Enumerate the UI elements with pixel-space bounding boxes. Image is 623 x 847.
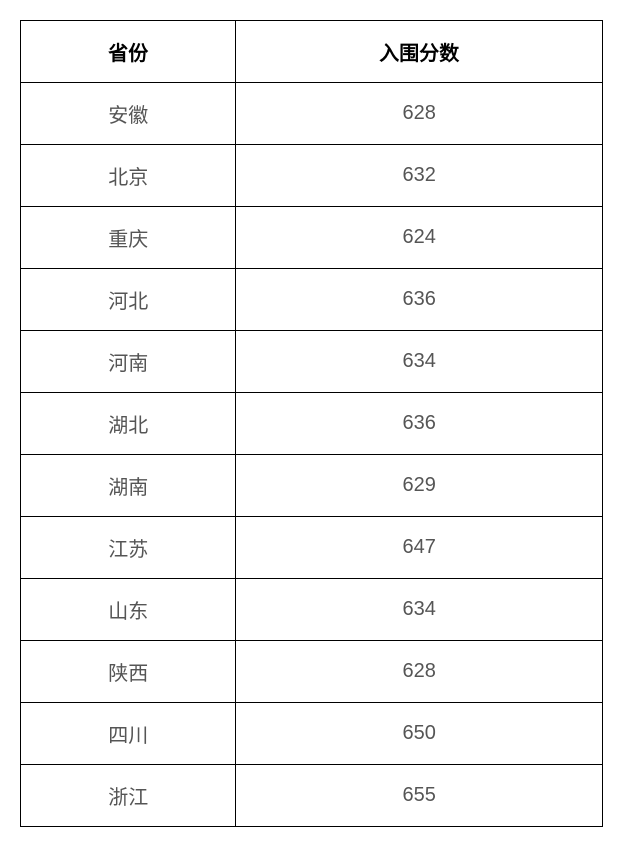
table-row: 安徽 628 [21, 83, 603, 145]
table-row: 四川 650 [21, 703, 603, 765]
cell-score: 647 [236, 517, 603, 579]
table-row: 北京 632 [21, 145, 603, 207]
cell-score: 628 [236, 641, 603, 703]
cell-score: 628 [236, 83, 603, 145]
cell-score: 650 [236, 703, 603, 765]
cell-score: 634 [236, 579, 603, 641]
cell-province: 陕西 [21, 641, 236, 703]
cell-score: 634 [236, 331, 603, 393]
cell-province: 四川 [21, 703, 236, 765]
table-header-row: 省份 入围分数 [21, 21, 603, 83]
cell-province: 浙江 [21, 765, 236, 827]
table-row: 河南 634 [21, 331, 603, 393]
cell-province: 安徽 [21, 83, 236, 145]
col-header-score: 入围分数 [236, 21, 603, 83]
cell-province: 河南 [21, 331, 236, 393]
cell-score: 655 [236, 765, 603, 827]
table-row: 浙江 655 [21, 765, 603, 827]
score-table: 省份 入围分数 安徽 628 北京 632 重庆 624 河北 636 河南 6… [20, 20, 603, 827]
table-row: 江苏 647 [21, 517, 603, 579]
cell-score: 624 [236, 207, 603, 269]
cell-score: 636 [236, 269, 603, 331]
table-row: 山东 634 [21, 579, 603, 641]
cell-province: 北京 [21, 145, 236, 207]
cell-province: 山东 [21, 579, 236, 641]
cell-province: 河北 [21, 269, 236, 331]
col-header-province: 省份 [21, 21, 236, 83]
cell-score: 636 [236, 393, 603, 455]
cell-province: 重庆 [21, 207, 236, 269]
table-row: 湖北 636 [21, 393, 603, 455]
cell-province: 江苏 [21, 517, 236, 579]
table-row: 湖南 629 [21, 455, 603, 517]
table-row: 陕西 628 [21, 641, 603, 703]
table-row: 重庆 624 [21, 207, 603, 269]
cell-province: 湖南 [21, 455, 236, 517]
cell-score: 632 [236, 145, 603, 207]
cell-province: 湖北 [21, 393, 236, 455]
table-row: 河北 636 [21, 269, 603, 331]
cell-score: 629 [236, 455, 603, 517]
